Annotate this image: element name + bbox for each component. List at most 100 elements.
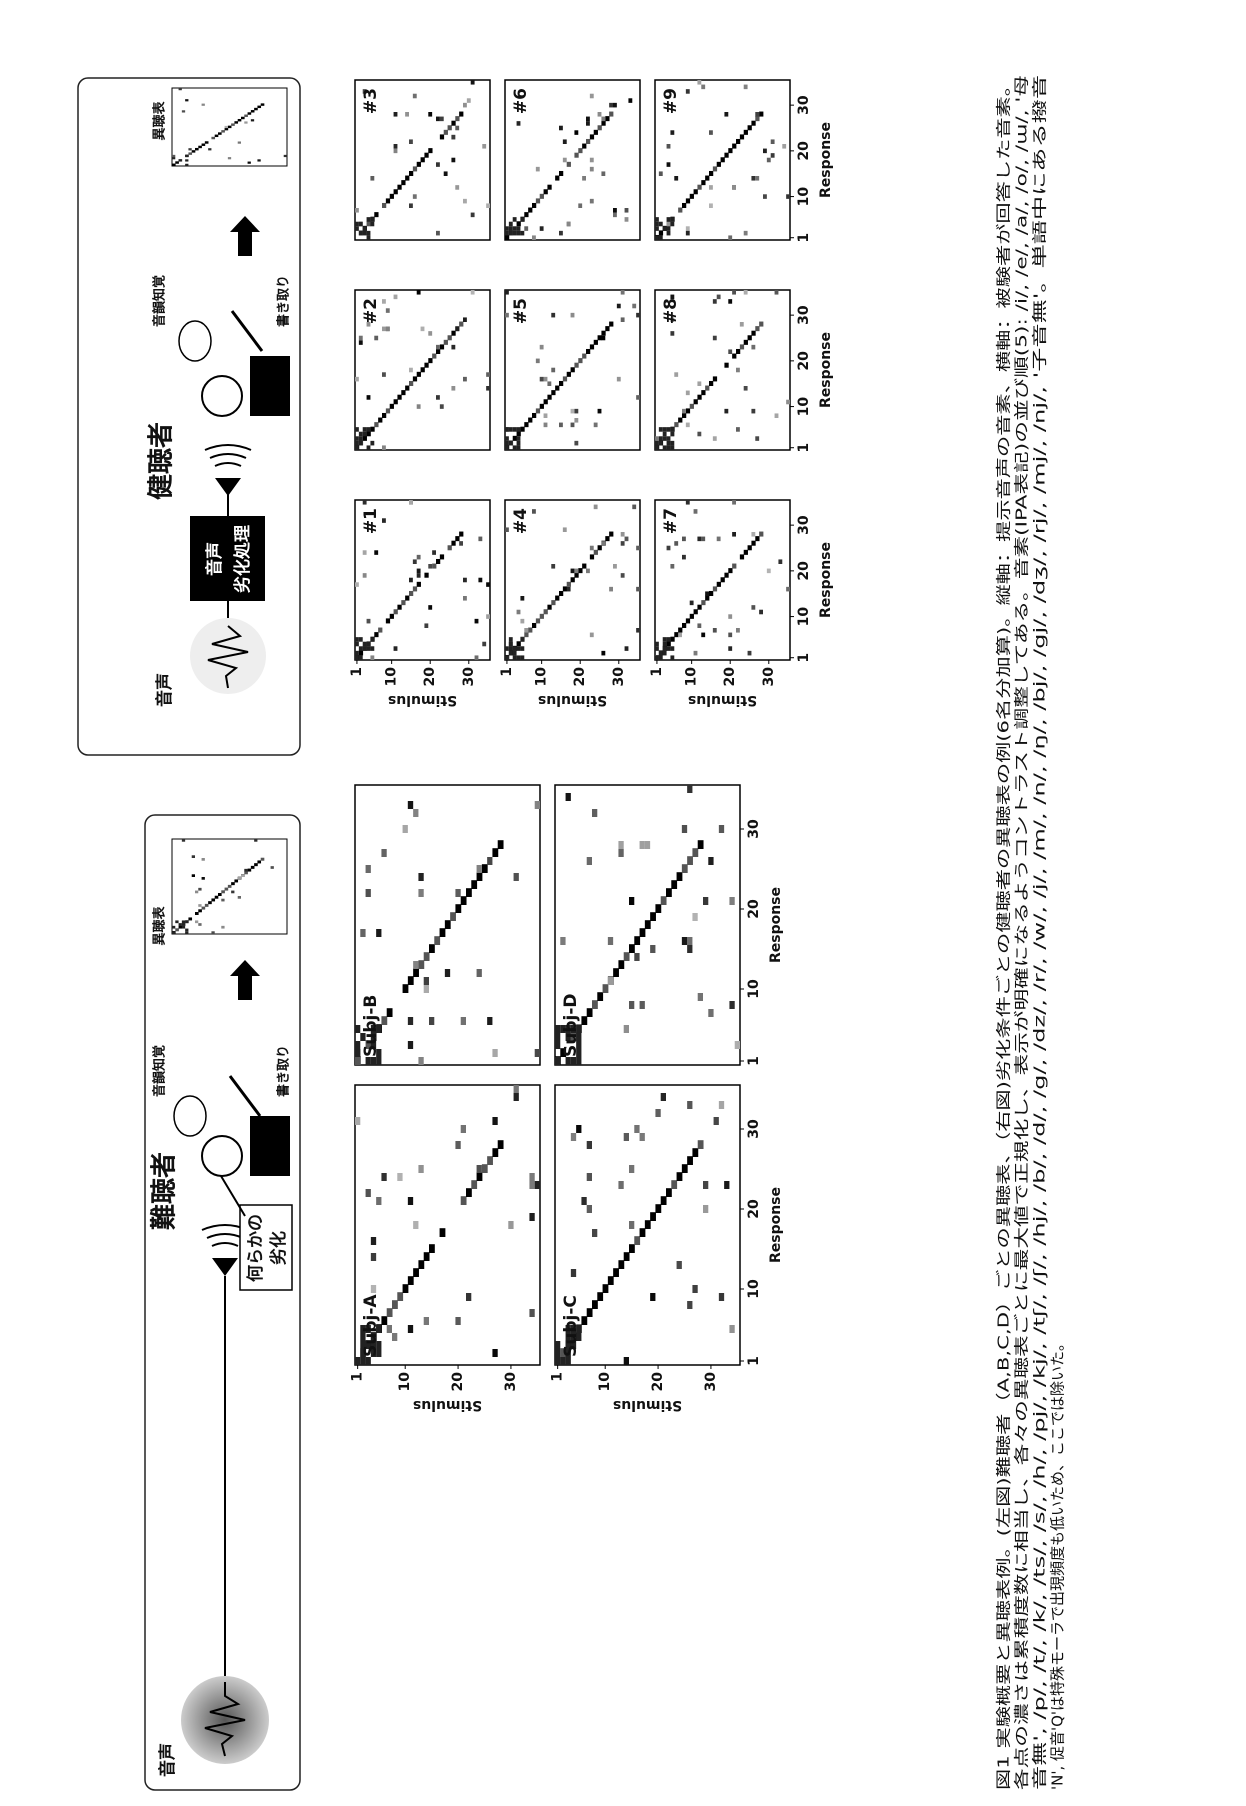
matrix-cell <box>687 856 693 865</box>
matrix-cell <box>729 897 734 905</box>
matrix-cell <box>632 304 636 309</box>
matrix-label: Subj-C <box>561 1295 581 1357</box>
matrix-cell <box>432 550 436 555</box>
matrix-cell <box>418 960 424 969</box>
y-tick-label: 20 <box>722 667 738 687</box>
matrix-cell <box>509 646 513 651</box>
y-tick-label: 20 <box>650 1372 666 1392</box>
matrix-cell <box>202 877 205 880</box>
matrix-cell <box>728 614 732 619</box>
matrix-cell <box>618 841 623 849</box>
matrix-cell <box>650 912 656 921</box>
matrix-cell <box>428 112 432 117</box>
matrix-cell <box>517 121 521 126</box>
matrix-cell <box>509 222 513 227</box>
matrix-cell <box>540 226 544 231</box>
matrix-cell <box>576 1125 581 1133</box>
matrix-cell <box>271 866 274 869</box>
matrix-cell <box>536 167 540 172</box>
matrix-cell <box>513 655 517 660</box>
matrix-cell <box>459 112 463 117</box>
matrix-cell <box>625 208 629 213</box>
caption-line: 各点の濃さは累積度数に相当し、各々の異聴表ごとに最大値で正規化し、表示が明確にな… <box>1013 75 1031 1790</box>
matrix-cell <box>655 226 659 231</box>
matrix-cell <box>544 399 548 404</box>
matrix-cell <box>451 158 455 163</box>
matrix-cell <box>505 226 509 231</box>
matrix-cell <box>413 809 418 817</box>
matrix-cell <box>697 537 701 542</box>
matrix-cell <box>185 155 188 157</box>
matrix-cell <box>251 866 255 869</box>
matrix-cell <box>195 920 198 923</box>
matrix-cell <box>221 130 225 132</box>
matrix-cell <box>401 600 405 605</box>
matrix-cell <box>360 1357 365 1365</box>
matrix-cell <box>697 185 701 190</box>
matrix-cell <box>767 158 771 163</box>
x-tick-label: 1 <box>796 233 812 243</box>
matrix-cell <box>244 115 248 117</box>
matrix-cell <box>359 432 363 437</box>
matrix-cell <box>609 112 613 117</box>
matrix-cell <box>571 313 575 318</box>
matrix-cell <box>505 231 509 236</box>
matrix-cell <box>540 194 544 199</box>
matrix-cell <box>413 1221 418 1229</box>
matrix-cell <box>736 349 740 354</box>
matrix-cell <box>251 119 254 121</box>
matrix-cell <box>532 203 536 208</box>
matrix-cell <box>586 349 590 354</box>
matrix-cell <box>370 637 374 642</box>
matrix-cell <box>371 1057 376 1065</box>
matrix-cell <box>748 125 752 130</box>
x-axis-label: Response <box>818 542 834 618</box>
matrix-cell <box>567 372 571 377</box>
matrix-cell <box>359 222 363 227</box>
matrix-cell <box>598 125 602 130</box>
matrix-cell <box>363 432 367 437</box>
matrix-cell <box>563 158 567 163</box>
matrix-cell <box>386 198 390 203</box>
matrix-cell <box>692 848 698 857</box>
matrix-cell <box>459 541 463 546</box>
matrix-cell <box>694 509 698 514</box>
matrix-cell <box>590 158 594 163</box>
matrix-cell <box>208 901 212 904</box>
matrix-cell <box>514 873 519 881</box>
matrix-cell <box>755 176 759 181</box>
matrix-cell <box>603 984 609 993</box>
matrix-cell <box>671 880 677 889</box>
matrix-cell <box>172 931 175 934</box>
matrix-cell <box>701 85 705 90</box>
matrix-cell <box>678 418 682 423</box>
matrix-cell <box>674 176 678 181</box>
matrix-cell <box>732 564 736 569</box>
matrix-cell <box>238 877 241 880</box>
matrix-cell <box>744 231 748 236</box>
matrix-cell <box>682 409 686 414</box>
matrix-cell <box>636 628 640 633</box>
matrix-cell <box>234 121 238 123</box>
matrix-cell <box>551 313 555 318</box>
matrix-cell <box>355 441 359 446</box>
matrix-cell <box>532 509 536 514</box>
matrix-cell <box>408 1325 413 1333</box>
matrix-cell <box>748 545 752 550</box>
y-axis-label: Stimulus <box>538 692 607 708</box>
matrix-cell <box>667 445 671 450</box>
matrix-cell <box>735 1041 740 1049</box>
arrow <box>230 216 260 256</box>
matrix-cell <box>517 646 521 651</box>
matrix-cell <box>428 564 432 569</box>
matrix-cell <box>624 1252 630 1261</box>
matrix-cell <box>544 609 548 614</box>
matrix-cell <box>248 869 252 872</box>
speaker <box>215 478 241 496</box>
matrix-cell <box>697 605 701 610</box>
matrix-cell <box>544 423 548 428</box>
matrix-cell <box>655 222 659 227</box>
matrix-cell <box>241 117 245 119</box>
matrix-cell <box>195 891 198 894</box>
right-panel-box <box>78 78 300 755</box>
